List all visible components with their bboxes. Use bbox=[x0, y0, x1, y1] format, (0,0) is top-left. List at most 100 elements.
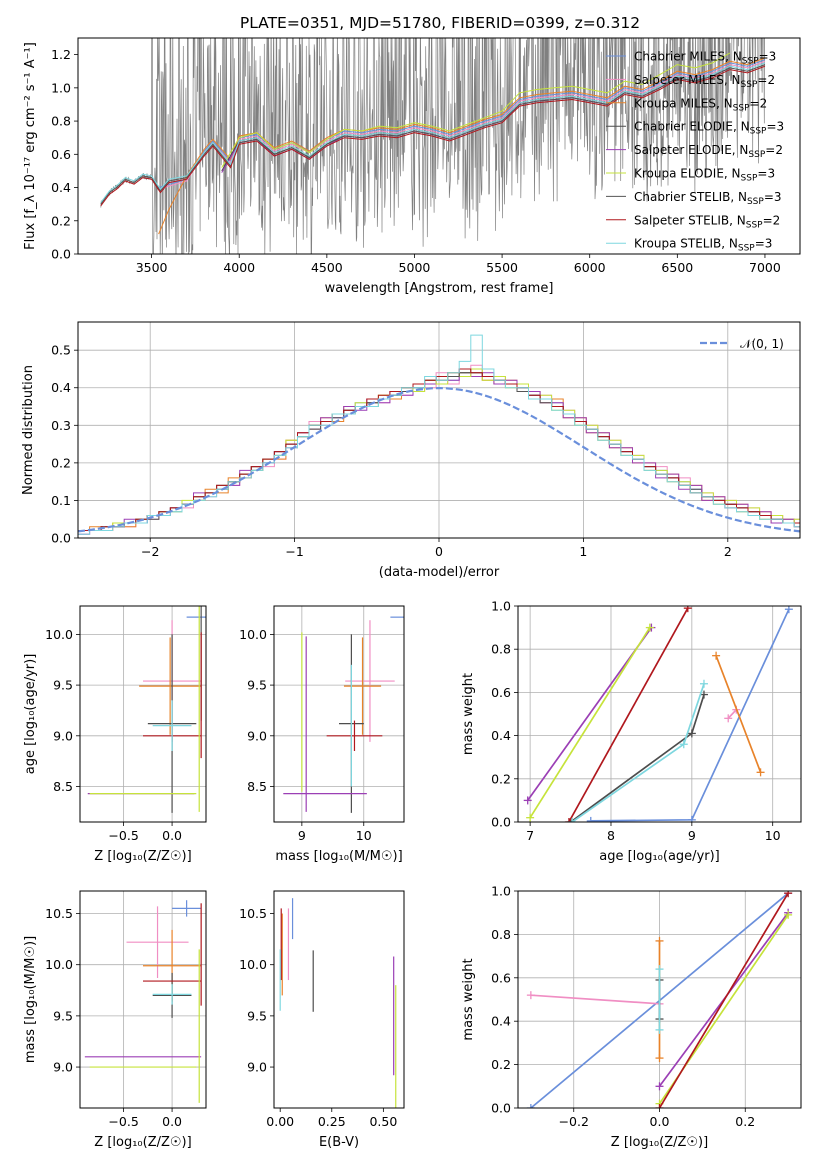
legend-entry: 𝒩(0, 1) bbox=[740, 337, 784, 351]
plus-marker bbox=[655, 965, 664, 974]
y-tick-label: 1.0 bbox=[491, 884, 511, 899]
y-tick-label: 0.0 bbox=[491, 815, 511, 830]
x-tick-label: 9 bbox=[688, 828, 696, 843]
x-tick-label: 9 bbox=[298, 828, 306, 843]
plus-marker bbox=[655, 1054, 664, 1063]
x-axis-label: Z [log₁₀(Z/Z☉)] bbox=[94, 849, 191, 864]
y-tick-label: 10.0 bbox=[239, 627, 267, 642]
y-tick-label: 0.4 bbox=[491, 728, 511, 743]
x-tick-label: −0.5 bbox=[108, 828, 138, 843]
histogram-step bbox=[78, 372, 800, 531]
y-tick-label: 9.5 bbox=[247, 678, 267, 693]
plus-marker bbox=[526, 991, 535, 1000]
x-tick-label: −0.2 bbox=[559, 1114, 589, 1129]
y-tick-label: 1.2 bbox=[51, 47, 71, 62]
x-tick-label: 10 bbox=[356, 828, 372, 843]
legend-entry: Salpeter MILES, NSSP=2 bbox=[634, 73, 775, 90]
legend-entry: Kroupa ELODIE, NSSP=3 bbox=[634, 167, 775, 184]
y-tick-label: 0.2 bbox=[491, 1057, 511, 1072]
error-cross bbox=[139, 637, 202, 735]
plus-marker bbox=[523, 796, 532, 805]
x-tick-label: −1 bbox=[285, 544, 303, 559]
y-axis-label: mass weight bbox=[461, 673, 476, 755]
x-axis-label: age [log₁₀(age/yr)] bbox=[599, 849, 720, 864]
y-tick-label: 0.1 bbox=[51, 493, 71, 508]
x-tick-label: 0 bbox=[435, 544, 443, 559]
y-tick-label: 1.0 bbox=[51, 80, 71, 95]
model-spectrum-line bbox=[100, 62, 766, 203]
x-tick-label: 5500 bbox=[486, 260, 518, 275]
plot-area-ebv_vs_mass bbox=[279, 898, 397, 1108]
y-tick-label: 0.0 bbox=[51, 531, 71, 546]
x-tick-label: 10 bbox=[765, 828, 781, 843]
plus-marker bbox=[756, 768, 765, 777]
axes-frame bbox=[517, 890, 802, 1109]
error-cross bbox=[152, 984, 192, 1005]
x-axis-label: wavelength [Angstrom, rest frame] bbox=[325, 281, 554, 296]
x-tick-label: 0.0 bbox=[162, 1114, 182, 1129]
x-tick-label: 0.2 bbox=[735, 1114, 755, 1129]
x-tick-label: 2 bbox=[724, 544, 732, 559]
legend-entry: Chabrier MILES, NSSP=3 bbox=[634, 50, 776, 67]
plus-marker bbox=[699, 690, 708, 699]
weight-line bbox=[727, 709, 737, 719]
y-tick-label: 8.5 bbox=[53, 779, 73, 794]
plus-marker bbox=[564, 818, 573, 822]
y-tick-label: 0.6 bbox=[491, 685, 511, 700]
model-spectrum-line bbox=[158, 60, 766, 190]
plus-marker bbox=[655, 936, 664, 945]
y-tick-label: 0.2 bbox=[51, 213, 71, 228]
plot-area-spectrum bbox=[100, 38, 766, 254]
x-tick-label: 8 bbox=[607, 828, 615, 843]
y-tick-label: 0.4 bbox=[51, 380, 71, 395]
histogram-step bbox=[78, 368, 800, 535]
model-spectrum-line bbox=[221, 52, 731, 168]
plus-marker bbox=[526, 813, 535, 822]
figure-title: PLATE=0351, MJD=51780, FIBERID=0399, z=0… bbox=[240, 14, 640, 32]
plus-marker bbox=[655, 1104, 664, 1108]
y-tick-label: 9.5 bbox=[53, 678, 73, 693]
histogram-step bbox=[78, 372, 800, 531]
weight-line bbox=[568, 607, 689, 822]
model-spectrum-line bbox=[158, 59, 766, 188]
x-tick-label: 7000 bbox=[749, 260, 781, 275]
axes-residuals: −2 −1 0 1 2 0.0 0.1 0.2 0.3 0.4 0.5 (data-model)/er… bbox=[21, 321, 801, 580]
x-axis-label: mass [log₁₀(M/M☉)] bbox=[275, 849, 402, 864]
weight-line bbox=[658, 892, 789, 1108]
x-tick-label: −0.5 bbox=[108, 1114, 138, 1129]
weight-line bbox=[715, 655, 762, 773]
error-cross bbox=[345, 620, 395, 742]
axes-mass_vs_age: 9 10 8.5 9.0 9.5 10.0 mass [log₁₀(M/M☉)] bbox=[239, 605, 405, 864]
legend-residuals: 𝒩(0, 1) bbox=[700, 337, 784, 351]
x-axis-label: Z [log₁₀(Z/Z☉)] bbox=[611, 1135, 708, 1150]
x-tick-label: 6000 bbox=[574, 260, 606, 275]
y-tick-label: 0.3 bbox=[51, 418, 71, 433]
plot-area-mass_vs_age bbox=[274, 606, 404, 822]
y-tick-label: 0.2 bbox=[51, 455, 71, 470]
y-tick-label: 9.0 bbox=[53, 1060, 73, 1075]
normal-curve bbox=[78, 386, 800, 533]
y-axis-label: mass [log₁₀(M/M☉)] bbox=[23, 936, 38, 1063]
error-cross bbox=[152, 700, 192, 752]
plus-marker bbox=[724, 714, 733, 723]
histogram-step bbox=[78, 372, 800, 531]
axes-ebv_vs_mass: 0.00 0.25 0.50 9.0 9.5 10.0 10.5 E(B-V) bbox=[239, 890, 405, 1150]
y-tick-label: 9.0 bbox=[53, 728, 73, 743]
axes-frame bbox=[273, 890, 405, 1109]
plus-marker bbox=[586, 816, 595, 822]
plus-marker bbox=[526, 1104, 535, 1108]
y-tick-label: 10.5 bbox=[239, 906, 267, 921]
legend-entry: Kroupa STELIB, NSSP=3 bbox=[634, 237, 772, 254]
model-spectrum-line bbox=[100, 64, 766, 205]
plus-marker bbox=[784, 910, 793, 919]
y-tick-label: 0.8 bbox=[51, 114, 71, 129]
y-axis-label: mass weight bbox=[461, 958, 476, 1040]
y-axis-label: age [log₁₀(age/yr)] bbox=[23, 654, 38, 775]
legend-spectrum: Chabrier MILES, NSSP=3 Salpeter MILES, NS… bbox=[606, 50, 784, 254]
plus-marker bbox=[655, 1025, 664, 1034]
y-tick-label: 9.5 bbox=[247, 1008, 267, 1023]
plus-marker bbox=[683, 606, 692, 613]
y-tick-label: 0.4 bbox=[51, 180, 71, 195]
observed-spectrum bbox=[100, 38, 765, 254]
axes-frame bbox=[273, 605, 405, 823]
